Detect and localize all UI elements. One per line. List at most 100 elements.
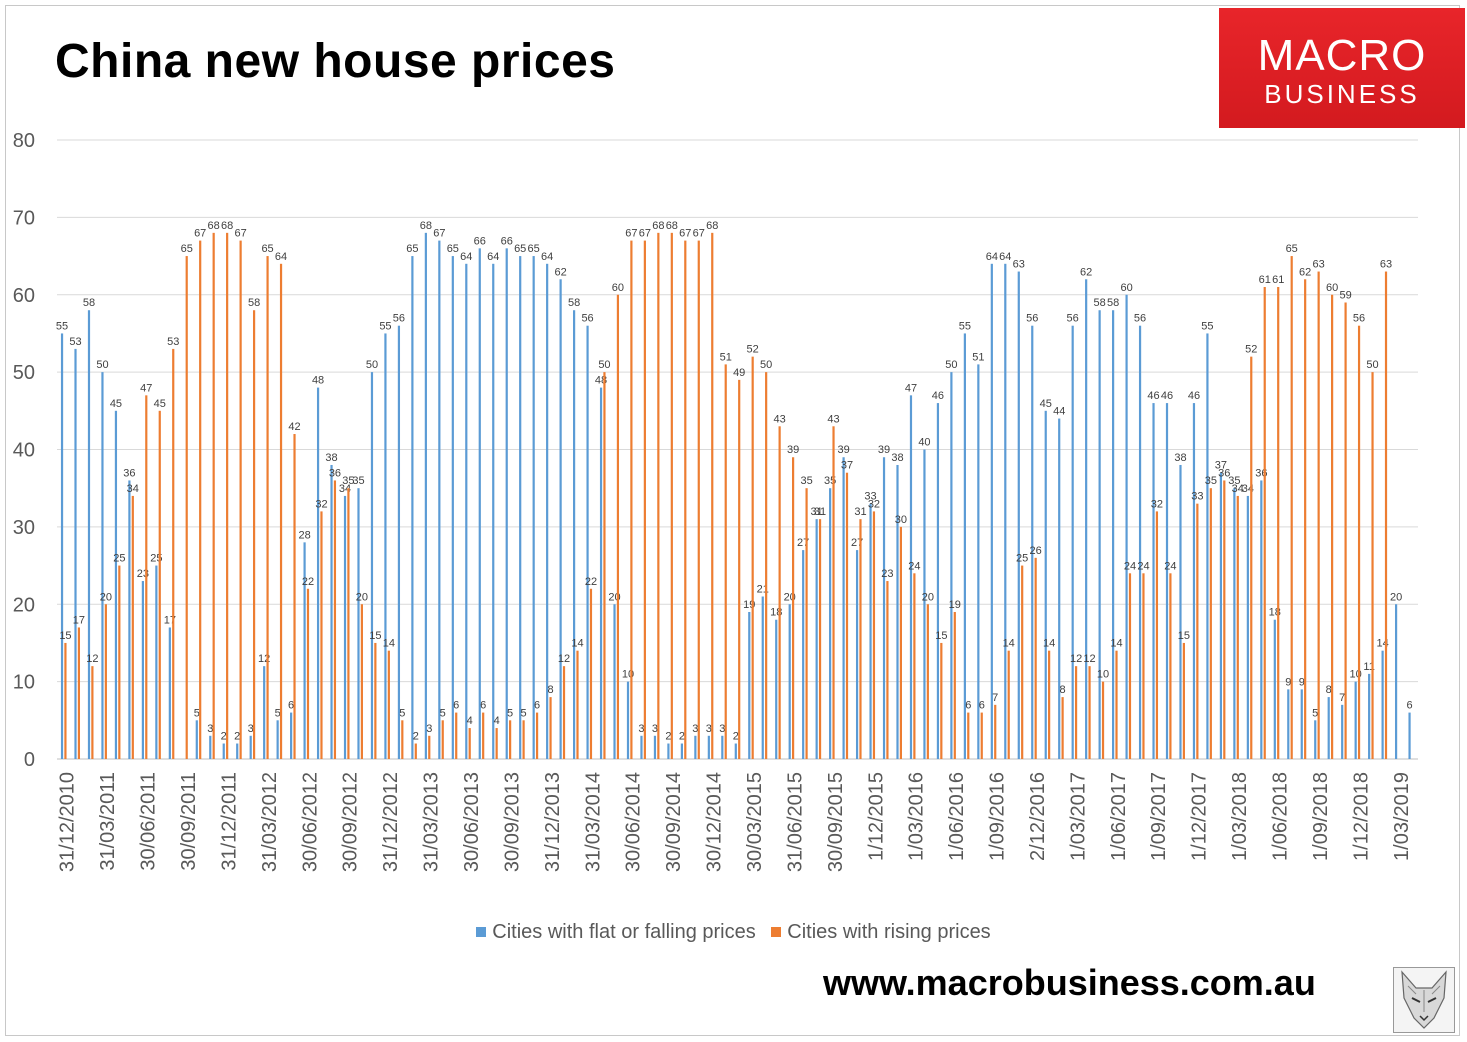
data-label: 61 [1259,274,1271,286]
data-label: 25 [1016,553,1028,565]
data-label: 20 [100,591,112,603]
data-label: 24 [1164,560,1176,572]
bar-rising [1357,325,1361,759]
bar-flat-falling [1341,704,1344,759]
data-label: 7 [1339,692,1345,704]
data-label: 49 [733,367,745,379]
x-tick-label: 1/03/2019 [1391,772,1413,861]
data-label: 58 [1107,297,1119,309]
data-label: 2 [679,731,685,743]
bar-rising [886,581,889,759]
bar-rising [1277,287,1280,759]
bar-flat-falling [1246,495,1249,759]
bar-flat-falling [977,364,980,759]
bar-flat-falling [316,387,320,759]
data-label: 35 [352,475,364,487]
bar-rising [509,720,512,759]
data-label: 35 [1205,475,1217,487]
bar-rising [980,712,983,759]
data-label: 58 [248,297,260,309]
bar-rising [77,627,81,759]
logo-line-1: MACRO [1257,31,1427,80]
x-tick-label: 30/06/2011 [138,772,160,871]
x-tick-label: 1/09/2018 [1310,772,1332,861]
chart-title: China new house prices [55,35,616,88]
data-label: 3 [426,723,432,735]
bar-flat-falling [626,681,630,760]
data-label: 4 [467,715,473,727]
data-label: 28 [298,529,310,541]
x-tick-label: 31/12/2011 [218,772,240,871]
x-tick-label: 30/06/2012 [299,772,321,872]
data-label: 20 [1390,591,1402,603]
bar-flat-falling [276,720,279,759]
data-label: 12 [86,653,98,665]
data-label: 60 [1120,282,1132,294]
bar-rising [91,666,94,759]
bar-rising [926,604,929,759]
bar-rising [751,356,754,759]
data-label: 50 [760,359,772,371]
bar-flat-falling [802,550,805,759]
bar-rising [697,240,700,760]
data-label: 36 [329,467,341,479]
data-label: 17 [73,614,85,626]
bar-flat-falling [74,348,77,759]
data-label: 14 [1110,638,1122,650]
x-tick-label: 31/12/2012 [380,772,402,872]
data-label: 64 [986,251,998,263]
data-label: 56 [1067,313,1079,325]
data-label: 42 [288,421,300,433]
x-tick-label: 30/09/2013 [501,772,523,872]
bar-rising [1088,666,1091,759]
bar-rising [279,263,283,759]
bar-flat-falling [438,240,441,760]
bar-rising [1384,271,1388,759]
data-label: 45 [154,398,166,410]
bar-flat-falling [613,604,616,759]
bar-flat-falling [357,488,360,759]
bar-rising [320,511,323,759]
x-tick-label: 31/03/2014 [582,772,604,872]
data-label: 2 [234,731,240,743]
data-label: 14 [1043,638,1055,650]
data-label: 59 [1339,289,1351,301]
bar-rising [1371,372,1374,760]
data-label: 65 [406,243,418,255]
data-label: 64 [460,251,472,263]
bar-rising [832,426,835,759]
data-label: 65 [528,243,540,255]
bar-rising [1115,650,1118,759]
legend-item-rising: Cities with rising prices [771,921,991,944]
data-label: 24 [1137,560,1149,572]
data-label: 5 [194,707,200,719]
bar-rising [1007,650,1010,759]
bar-rising [1236,495,1239,759]
bar-flat-falling [222,743,225,759]
bar-flat-falling [640,735,643,759]
bar-flat-falling [788,604,791,759]
bar-rising [374,642,377,759]
data-label: 15 [59,630,71,642]
bar-flat-falling [1273,619,1276,759]
data-label: 6 [965,700,971,712]
data-label: 65 [447,243,459,255]
bar-flat-falling [546,263,549,759]
bar-rising [1263,287,1266,759]
data-label: 62 [1299,266,1311,278]
bar-rising [792,457,795,759]
data-label: 36 [1218,467,1230,479]
bar-flat-falling [451,256,454,759]
bar-flat-falling [290,712,293,759]
data-label: 56 [1134,313,1146,325]
bar-rising [670,232,673,760]
bar-flat-falling [114,410,118,759]
data-label: 67 [194,228,206,240]
bar-rising [468,728,471,759]
bar-rising [1196,503,1199,759]
bar-flat-falling [101,372,104,760]
data-label: 8 [1060,684,1066,696]
bar-rising [441,720,444,759]
data-label: 66 [474,235,486,247]
data-label: 8 [1326,684,1332,696]
